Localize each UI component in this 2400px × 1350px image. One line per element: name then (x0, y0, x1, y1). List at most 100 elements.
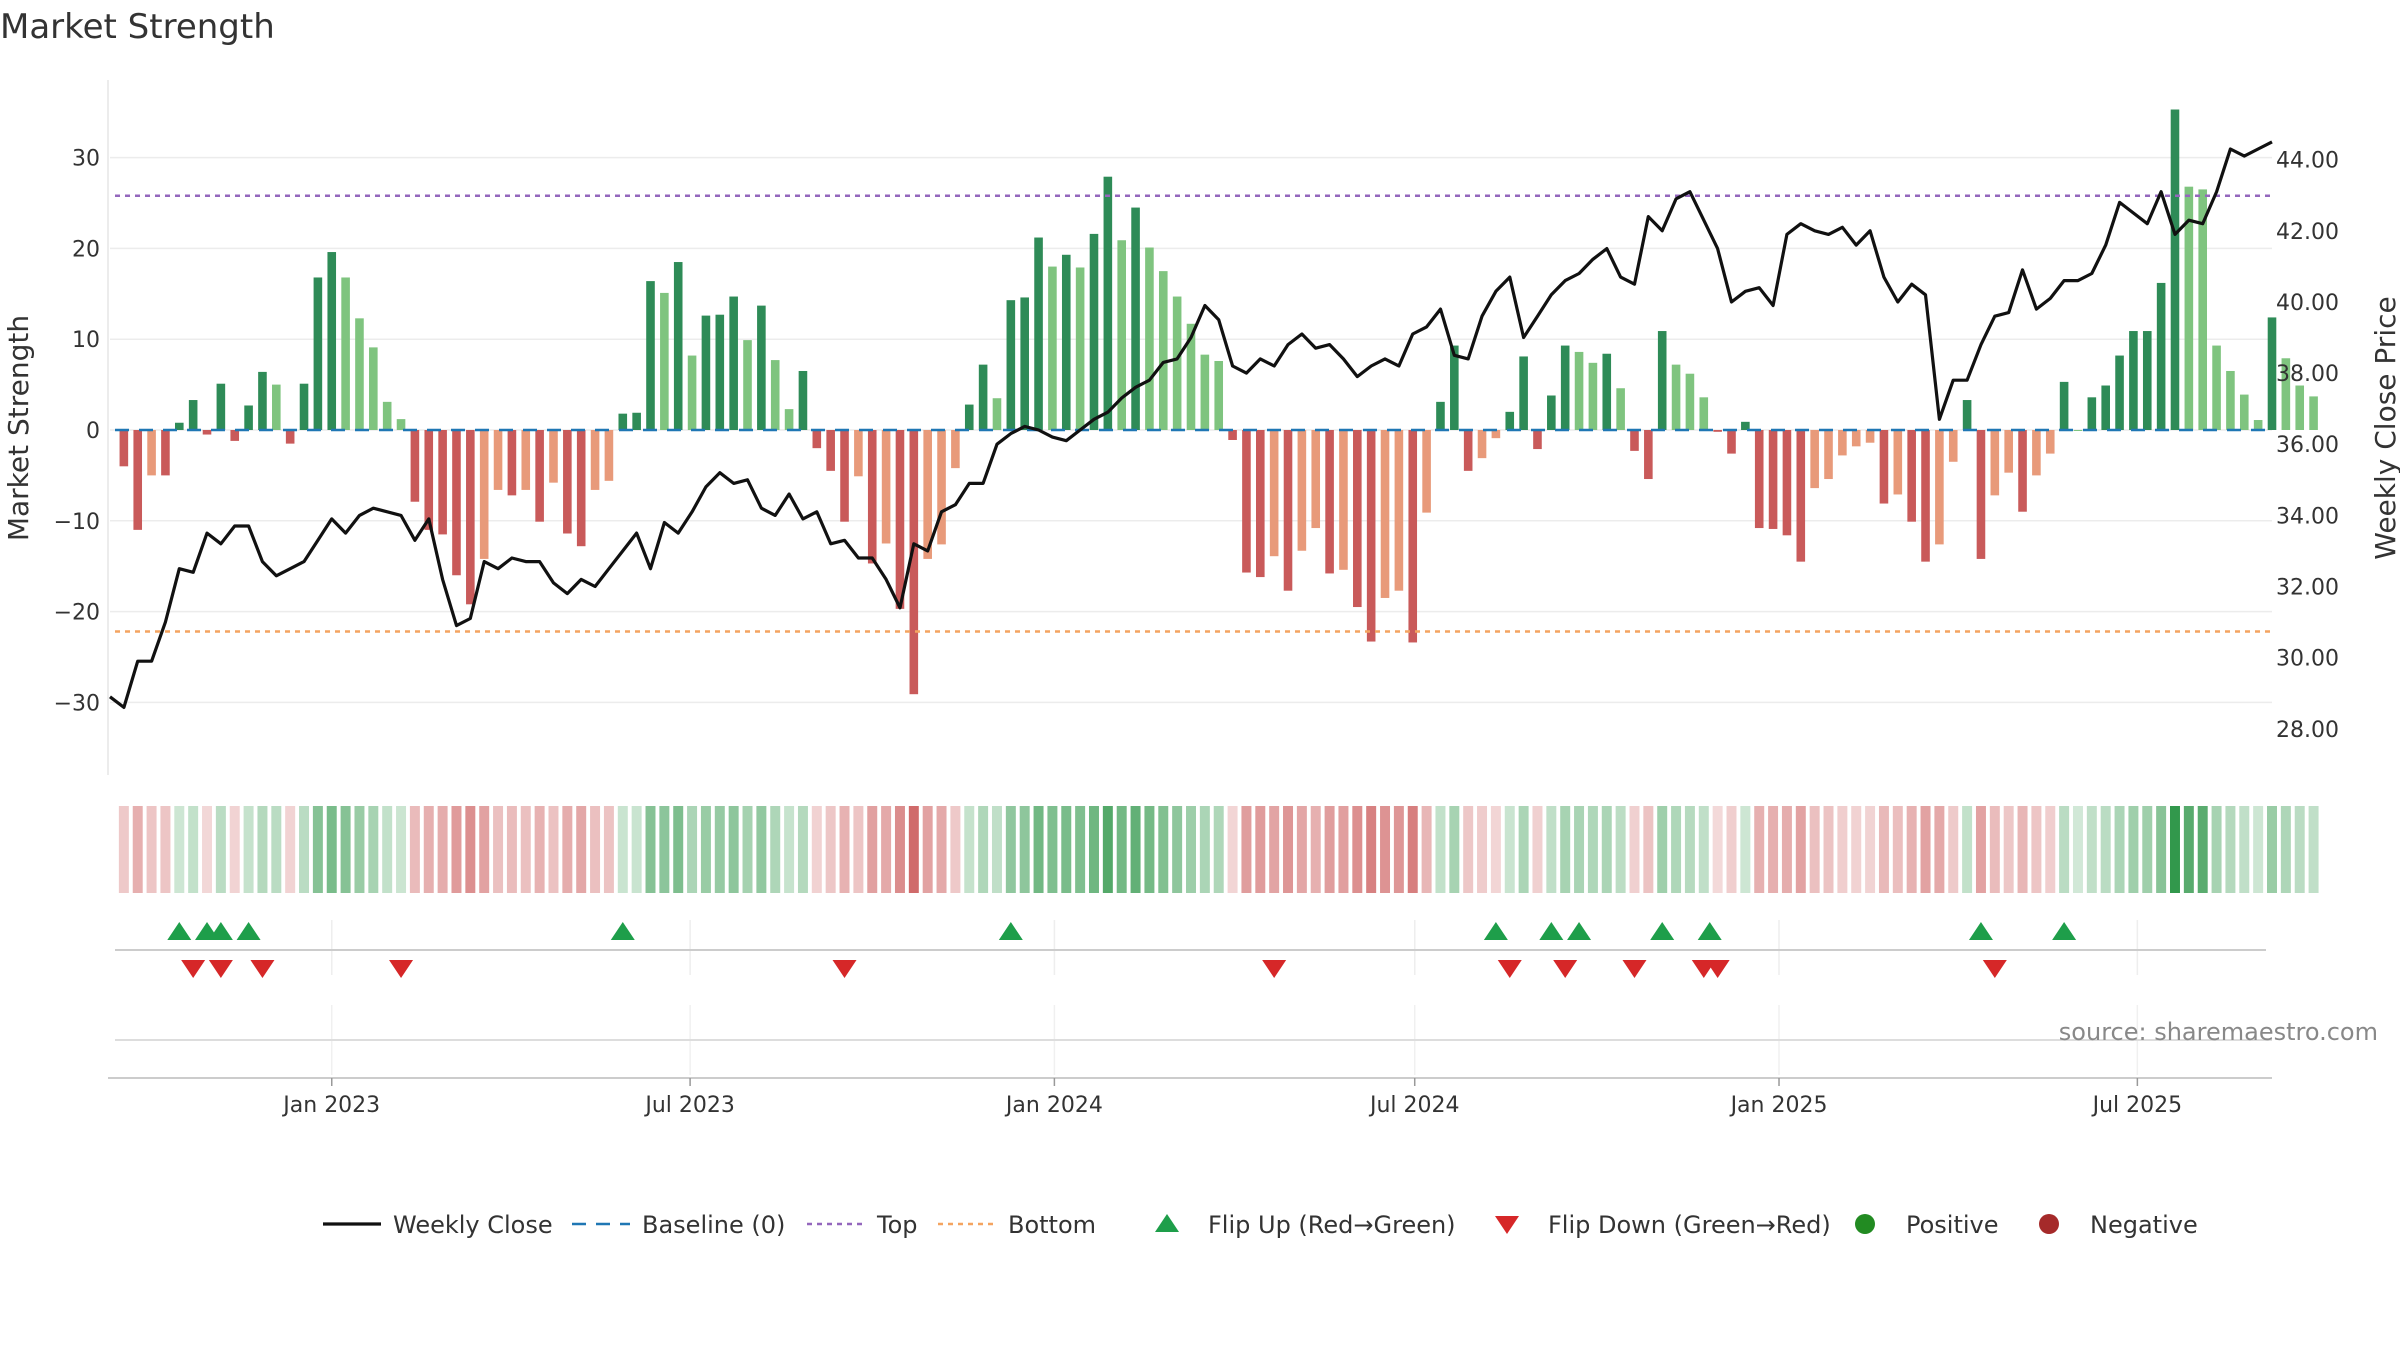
heat-cell (1172, 806, 1183, 893)
heat-cell (1435, 806, 1446, 893)
strength-bar (2198, 189, 2208, 430)
strength-bar (1214, 361, 1224, 430)
strength-bar (161, 430, 170, 476)
heat-cell (2239, 806, 2250, 893)
flip-up-marker (167, 922, 192, 940)
heat-cell (922, 806, 933, 893)
x-tick-label: Jul 2024 (1368, 1093, 1460, 1118)
legend-item: Positive (1855, 1211, 1999, 1239)
strength-bar (1865, 430, 1875, 443)
strength-bar (119, 430, 129, 467)
heat-cell (1296, 806, 1307, 893)
heat-cell (2059, 806, 2070, 893)
strength-bar (881, 430, 891, 544)
heat-cell (2308, 806, 2319, 893)
strength-bar (951, 430, 960, 469)
strength-bar (285, 430, 295, 444)
strength-bar (1242, 430, 1251, 573)
strength-bar (798, 370, 808, 430)
strength-bar (1547, 395, 1556, 430)
heat-cell (1754, 806, 1765, 893)
strength-bar (2004, 430, 2013, 473)
flip-up-marker (610, 922, 635, 940)
legend-item: Flip Up (Red→Green) (1155, 1211, 1456, 1239)
flip-down-marker (250, 960, 275, 978)
heat-cell (2183, 806, 2194, 893)
heat-cell (2031, 806, 2042, 893)
flip-down-marker (1497, 960, 1522, 978)
strength-bar (1380, 430, 1390, 598)
strength-bar (604, 430, 614, 481)
heat-cell (784, 806, 795, 893)
heat-cell (1366, 806, 1377, 893)
strength-bar (147, 430, 156, 476)
strength-bar (1325, 430, 1334, 574)
strength-bar (826, 430, 835, 471)
heat-cell (1213, 806, 1224, 893)
strength-bar (1713, 430, 1722, 432)
heat-cell (1421, 806, 1432, 893)
heat-cell (229, 806, 240, 893)
heat-cell (562, 806, 573, 893)
heat-cell (700, 806, 711, 893)
strength-bar (1990, 430, 2000, 496)
strength-bar (1075, 267, 1085, 430)
strength-bar (2045, 430, 2055, 454)
heat-cell (2045, 806, 2056, 893)
heat-cell (978, 806, 989, 893)
heat-cell (1851, 806, 1862, 893)
strength-bar (1186, 323, 1196, 430)
x-tick-label: Jan 2023 (281, 1093, 380, 1118)
heat-cell (1878, 806, 1889, 893)
legend-swatch (1495, 1216, 1519, 1234)
heat-cell (950, 806, 961, 893)
flip-up-marker (1968, 922, 1993, 940)
strength-bar (1907, 430, 1916, 522)
legend-label: Baseline (0) (642, 1211, 785, 1239)
strength-bar (2184, 186, 2194, 430)
legend-swatch (1155, 1214, 1179, 1232)
heat-cell (714, 806, 725, 893)
flip-down-marker (389, 960, 414, 978)
legend-item: Baseline (0) (572, 1211, 785, 1239)
strength-bar (258, 371, 267, 430)
flip-down-marker (1553, 960, 1578, 978)
strength-bar (1671, 364, 1681, 430)
heat-cell (493, 806, 504, 893)
heat-cell (659, 806, 670, 893)
strength-bar (327, 252, 337, 430)
heat-cell (1906, 806, 1917, 893)
strength-bar (1255, 430, 1265, 578)
strength-bar (1768, 430, 1778, 529)
strength-bar (923, 430, 932, 559)
strength-bar (2018, 430, 2027, 512)
strength-bar (1893, 430, 1903, 495)
heat-cell (825, 806, 836, 893)
heat-cell (2142, 806, 2153, 893)
heat-cell (1920, 806, 1931, 893)
legend-swatch (1855, 1214, 1875, 1234)
heat-cell (465, 806, 476, 893)
strength-bar (2115, 355, 2124, 430)
strength-bar (521, 430, 531, 490)
y-left-tick-label: 0 (86, 419, 100, 444)
strength-bar (2170, 109, 2180, 431)
heat-cell (756, 806, 767, 893)
legend: Weekly Close Baseline (0) Top Bottom Flip Up… (323, 1211, 2198, 1239)
strength-bar (1450, 345, 1459, 430)
heat-cell (645, 806, 656, 893)
strength-bar (2226, 370, 2235, 430)
strength-bar (1948, 430, 1958, 462)
heat-cell (2086, 806, 2097, 893)
strength-heat-strip (118, 806, 2319, 893)
strength-bar (1935, 430, 1944, 545)
legend-item: Negative (2039, 1211, 2198, 1239)
heat-cell (590, 806, 601, 893)
heat-cell (2280, 806, 2291, 893)
heat-cell (1975, 806, 1986, 893)
heat-cell (2072, 806, 2083, 893)
heat-cell (2003, 806, 2014, 893)
heat-cell (2156, 806, 2167, 893)
heat-cell (340, 806, 351, 893)
strength-bar (2087, 397, 2097, 430)
